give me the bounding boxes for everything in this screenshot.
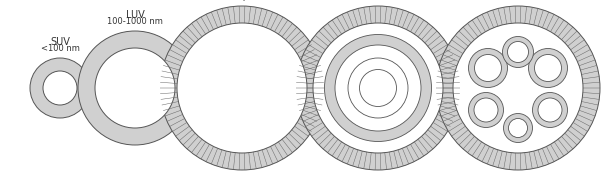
Text: LUV: LUV <box>126 10 145 20</box>
Circle shape <box>30 58 90 118</box>
Circle shape <box>43 71 77 105</box>
Circle shape <box>95 48 175 128</box>
Circle shape <box>529 48 567 87</box>
Circle shape <box>468 92 503 128</box>
Circle shape <box>508 119 528 137</box>
Circle shape <box>503 36 534 68</box>
Circle shape <box>78 31 192 145</box>
Circle shape <box>508 42 529 63</box>
Circle shape <box>313 23 443 153</box>
Circle shape <box>474 55 502 81</box>
Circle shape <box>335 45 421 131</box>
Circle shape <box>324 35 431 141</box>
Circle shape <box>468 48 508 87</box>
Circle shape <box>534 55 561 81</box>
Circle shape <box>296 6 460 170</box>
Circle shape <box>348 58 408 118</box>
Circle shape <box>453 23 583 153</box>
Text: <100 nm: <100 nm <box>41 44 79 53</box>
Circle shape <box>177 23 307 153</box>
Circle shape <box>503 113 532 143</box>
Circle shape <box>532 92 567 128</box>
Text: SUV: SUV <box>50 36 70 46</box>
Circle shape <box>538 98 562 122</box>
Circle shape <box>340 50 416 126</box>
Circle shape <box>160 6 324 170</box>
Circle shape <box>474 98 498 122</box>
Text: >1 μm: >1 μm <box>228 0 256 1</box>
Text: 100-1000 nm: 100-1000 nm <box>107 16 163 25</box>
Circle shape <box>353 64 402 113</box>
Circle shape <box>359 70 396 107</box>
Circle shape <box>436 6 600 170</box>
